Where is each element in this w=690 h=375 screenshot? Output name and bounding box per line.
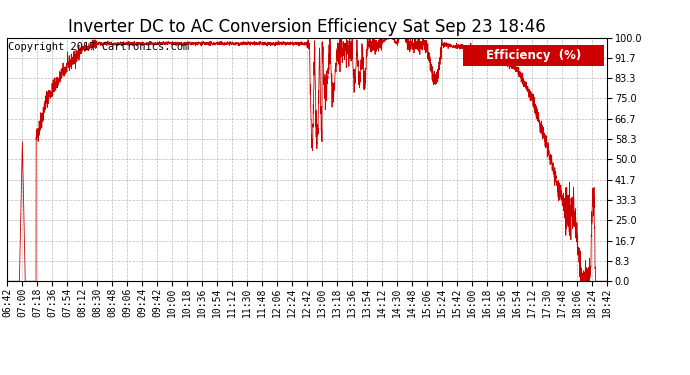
Text: Copyright 2017 Cartronics.com: Copyright 2017 Cartronics.com: [8, 42, 189, 52]
FancyBboxPatch shape: [463, 45, 604, 66]
Title: Inverter DC to AC Conversion Efficiency Sat Sep 23 18:46: Inverter DC to AC Conversion Efficiency …: [68, 18, 546, 36]
Text: Efficiency  (%): Efficiency (%): [486, 49, 581, 62]
